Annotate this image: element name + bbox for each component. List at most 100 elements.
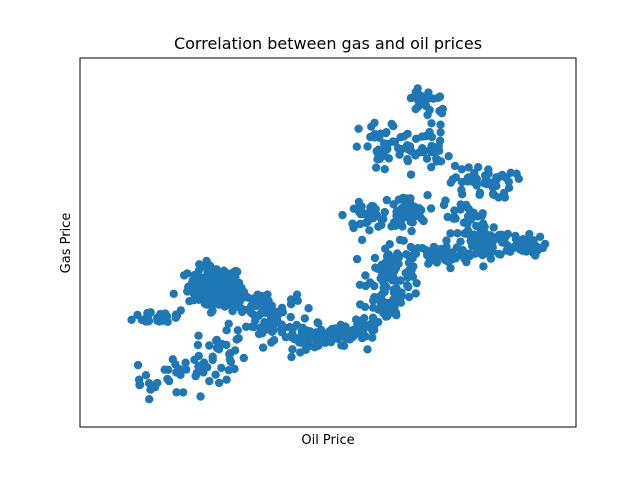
data-point xyxy=(484,169,493,178)
data-point xyxy=(396,298,406,307)
data-point xyxy=(212,343,222,353)
data-point xyxy=(403,156,413,166)
data-point xyxy=(260,318,269,327)
data-point xyxy=(442,242,451,252)
data-point xyxy=(488,189,498,199)
data-point xyxy=(401,268,410,278)
data-point xyxy=(478,248,488,257)
data-point xyxy=(409,262,418,271)
data-point xyxy=(354,124,363,133)
data-point xyxy=(269,335,279,345)
data-point xyxy=(361,271,370,280)
data-point xyxy=(231,267,240,276)
data-point xyxy=(423,191,432,200)
data-point xyxy=(266,312,276,321)
data-point xyxy=(382,195,391,205)
data-point xyxy=(154,314,164,324)
data-point xyxy=(196,289,205,298)
data-point xyxy=(339,332,348,341)
data-point xyxy=(299,339,308,348)
data-point xyxy=(372,163,381,172)
data-point xyxy=(424,88,433,97)
data-point xyxy=(348,219,357,228)
x-axis-label: Oil Price xyxy=(301,433,354,448)
data-point xyxy=(427,163,436,172)
data-point xyxy=(370,133,379,142)
data-point xyxy=(376,274,385,283)
data-point xyxy=(182,365,191,374)
data-point xyxy=(525,229,534,239)
data-point xyxy=(224,291,233,300)
data-point xyxy=(127,315,136,324)
data-point xyxy=(406,93,416,103)
data-point xyxy=(393,249,402,258)
data-point xyxy=(477,211,487,220)
data-point xyxy=(133,310,142,320)
data-point xyxy=(358,323,367,332)
data-point xyxy=(374,222,383,231)
data-point xyxy=(241,322,251,331)
data-point xyxy=(145,395,154,404)
data-point xyxy=(209,294,219,303)
data-point xyxy=(257,291,267,301)
y-axis-label: Gas Price xyxy=(59,213,74,274)
data-point xyxy=(239,353,248,363)
data-point xyxy=(396,133,405,142)
data-point xyxy=(287,352,296,362)
data-point xyxy=(292,290,302,299)
data-point xyxy=(408,254,417,263)
data-point xyxy=(205,341,214,350)
data-point xyxy=(200,299,209,308)
data-point xyxy=(386,301,395,310)
data-point xyxy=(326,338,336,347)
data-point xyxy=(380,165,389,174)
data-point xyxy=(397,291,406,301)
data-point xyxy=(435,249,445,258)
data-point xyxy=(405,203,414,213)
data-point xyxy=(406,217,415,227)
data-point xyxy=(133,360,143,370)
data-point xyxy=(189,296,199,305)
data-point xyxy=(446,178,455,187)
data-point xyxy=(374,317,383,327)
data-point xyxy=(410,211,420,220)
data-point xyxy=(230,346,240,355)
data-point xyxy=(382,282,391,292)
data-point xyxy=(466,231,475,240)
data-point xyxy=(456,250,465,260)
data-point xyxy=(492,181,501,191)
data-point xyxy=(247,302,256,311)
data-point xyxy=(171,313,180,322)
data-point xyxy=(223,284,232,293)
data-point xyxy=(228,276,237,285)
data-point xyxy=(191,371,200,381)
data-point xyxy=(383,144,392,154)
data-point xyxy=(377,215,386,224)
data-point xyxy=(533,246,542,255)
data-point xyxy=(383,273,392,282)
data-point xyxy=(370,253,380,263)
data-point xyxy=(488,246,497,255)
data-point xyxy=(399,236,408,245)
data-point xyxy=(446,263,455,273)
data-point xyxy=(196,392,205,401)
data-point xyxy=(376,299,385,308)
data-point xyxy=(208,355,217,365)
data-point xyxy=(474,163,483,172)
data-point xyxy=(450,161,460,171)
data-point xyxy=(389,218,399,227)
data-point xyxy=(224,319,233,328)
data-point xyxy=(472,221,481,231)
data-point xyxy=(396,195,405,204)
data-point xyxy=(468,241,477,251)
data-point xyxy=(475,190,484,199)
data-point xyxy=(233,326,242,335)
data-point xyxy=(172,388,181,397)
data-point xyxy=(412,279,421,288)
data-point xyxy=(383,311,392,321)
data-point xyxy=(222,326,231,335)
data-point xyxy=(361,332,370,341)
data-point xyxy=(254,329,264,339)
data-point xyxy=(255,310,265,319)
data-point xyxy=(463,174,472,183)
